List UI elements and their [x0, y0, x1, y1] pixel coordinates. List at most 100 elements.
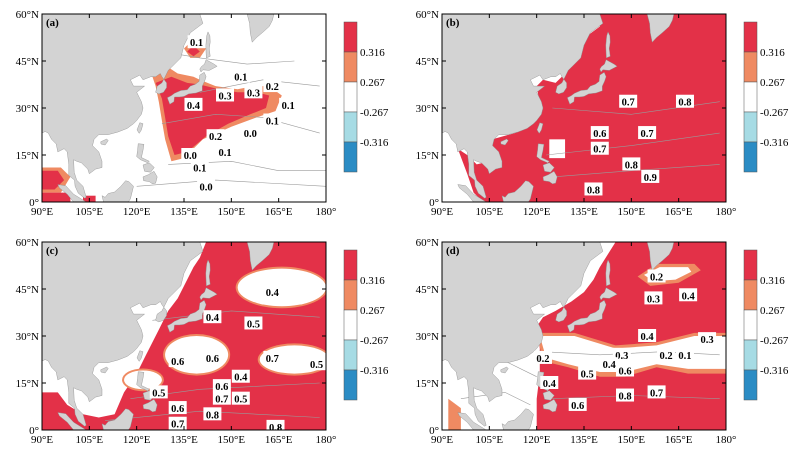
contour-label: 0.1	[218, 148, 231, 159]
contour-label-box	[206, 129, 225, 143]
contour-label: 0.6	[215, 382, 228, 393]
luzon-island	[136, 371, 150, 392]
contour-label-box	[638, 329, 657, 342]
contour-label: 0.1	[282, 101, 295, 112]
contour-label-box	[168, 416, 187, 430]
contour-line-3	[105, 410, 320, 421]
contour-label-box	[675, 94, 694, 108]
visayas-islands	[542, 162, 555, 173]
contour-line-1	[152, 310, 320, 321]
contour-label-group-12: 0.5	[231, 391, 250, 406]
map-area-b: 0.7 0.8 0.6 0.7 0.7 0.8 0.9 0.8	[442, 14, 726, 202]
colorbar-bin-weak_neg	[343, 339, 358, 371]
mindanao-island	[142, 171, 158, 185]
contour-label-group-12: 0.0	[181, 148, 200, 162]
contour-label-box	[190, 160, 209, 174]
sakhalin-island	[205, 259, 211, 287]
contour-label-box	[168, 354, 187, 368]
contour-label: 0.1	[190, 38, 203, 49]
contour-label-box	[168, 401, 187, 415]
contour-label-box	[241, 126, 260, 140]
hokkaido-island	[599, 287, 618, 301]
map-panel-d: 0.20.3 0.40.4 0.30.3 0.2 0.10.20.40.60.50.40…	[416, 237, 789, 446]
hainan-island	[100, 366, 109, 374]
colorbar-label: 0.267	[360, 305, 385, 317]
colorbar-label: -0.316	[360, 137, 389, 149]
y-tick-label: 45°N	[416, 284, 439, 296]
x-tick-label: 165°E	[265, 206, 293, 218]
contour-label-box	[578, 366, 597, 380]
contour-label-group-4: 0.3	[244, 85, 263, 99]
contour-label: 0.2	[650, 272, 663, 283]
colorbar-bin-weak_pos	[343, 51, 358, 83]
contour-label-group-13: 0.1	[190, 160, 209, 175]
japan-honshu	[167, 72, 207, 105]
kamchatka-peninsula	[646, 242, 675, 271]
colorbar-label: 0.316	[360, 47, 385, 59]
x-tick-label: 105°E	[476, 206, 504, 218]
kamchatka-peninsula	[646, 14, 675, 43]
contour-label: 0.4	[187, 101, 201, 112]
contour-label-group-8: 0.4	[231, 369, 250, 384]
colorbar-bin-neutral	[743, 309, 758, 341]
red-region-south	[42, 192, 71, 202]
contour-label: 0.4	[543, 379, 557, 390]
x-tick-label: 180°	[316, 206, 337, 218]
contour-label-group-5: 0.7	[590, 141, 609, 156]
y-tick-label: 60°N	[416, 9, 439, 21]
contour-label-box	[584, 182, 603, 196]
contour-label-box	[231, 369, 250, 383]
contour-label: 0.7	[650, 388, 663, 399]
contour-label: 0.2	[209, 132, 222, 143]
y-tick-label: 0°	[29, 197, 39, 209]
x-tick-label: 105°E	[476, 434, 504, 446]
contour-label: 0.2	[536, 354, 549, 365]
contour-label-box	[244, 316, 263, 330]
y-tick-label: 30°N	[16, 103, 39, 115]
contour-label: 0.7	[622, 98, 635, 109]
panel-label: (a)	[46, 17, 59, 29]
sakhalin-island	[205, 31, 211, 59]
colorbar-bin-weak_pos	[743, 51, 758, 83]
contour-label: 0.8	[206, 410, 219, 421]
contour-label-box	[679, 288, 698, 302]
borneo-island	[501, 180, 534, 202]
y-tick-label: 45°N	[16, 284, 39, 296]
contour-label: 0.6	[593, 129, 606, 140]
contour-label-box	[187, 35, 206, 49]
y-tick-label: 15°N	[16, 378, 39, 390]
x-tick-label: 135°E	[170, 434, 198, 446]
contour-label-group-8: 0.1	[263, 113, 282, 128]
contour-label: 0.6	[618, 366, 631, 377]
contour-label-box	[212, 391, 231, 405]
contour-label: 0.1	[193, 164, 206, 175]
y-tick-label: 30°N	[416, 103, 439, 115]
x-tick-label: 165°E	[665, 434, 693, 446]
x-tick-label: 120°E	[123, 434, 151, 446]
contour-label-box	[266, 419, 285, 430]
luzon-island	[136, 143, 150, 164]
contour-label-group-15: 0.7	[168, 416, 187, 430]
x-tick-label: 165°E	[265, 434, 293, 446]
contour-label-box	[216, 144, 235, 158]
contour-label-group-7: 0.2	[657, 347, 676, 362]
y-tick-label: 60°N	[16, 9, 39, 21]
contour-label-group-7: 0.9	[641, 169, 660, 184]
panel-c: 0.4 0.4 0.5 0.6 0.6 0.7 0.5 0.4 0.6 0.5 0.7 0.5 0.6 0…	[0, 228, 400, 456]
colorbar-bin-strong_pos	[343, 249, 358, 281]
contour-label-group-1: 0.7	[619, 94, 638, 109]
contour-label: 0.8	[269, 423, 282, 434]
contour-label: 0.9	[644, 173, 657, 184]
contour-label-group-9: 0.2	[533, 350, 552, 365]
y-tick-label: 60°N	[416, 237, 439, 249]
colorbar-bin-weak_pos	[743, 279, 758, 311]
map-area-c: 0.4 0.4 0.5 0.6 0.6 0.7 0.5 0.4 0.6 0.5 0.7 0.5 0.6 0…	[42, 242, 326, 434]
colorbar-bin-weak_pos	[343, 279, 358, 311]
visayas-islands	[542, 390, 555, 401]
colorbar-bin-strong_neg	[743, 141, 758, 173]
contour-label: 0.7	[641, 129, 654, 140]
contour-label-box	[244, 85, 263, 99]
asia-landmass	[42, 242, 204, 427]
luzon-island	[536, 371, 550, 392]
contour-line-2	[546, 132, 720, 156]
